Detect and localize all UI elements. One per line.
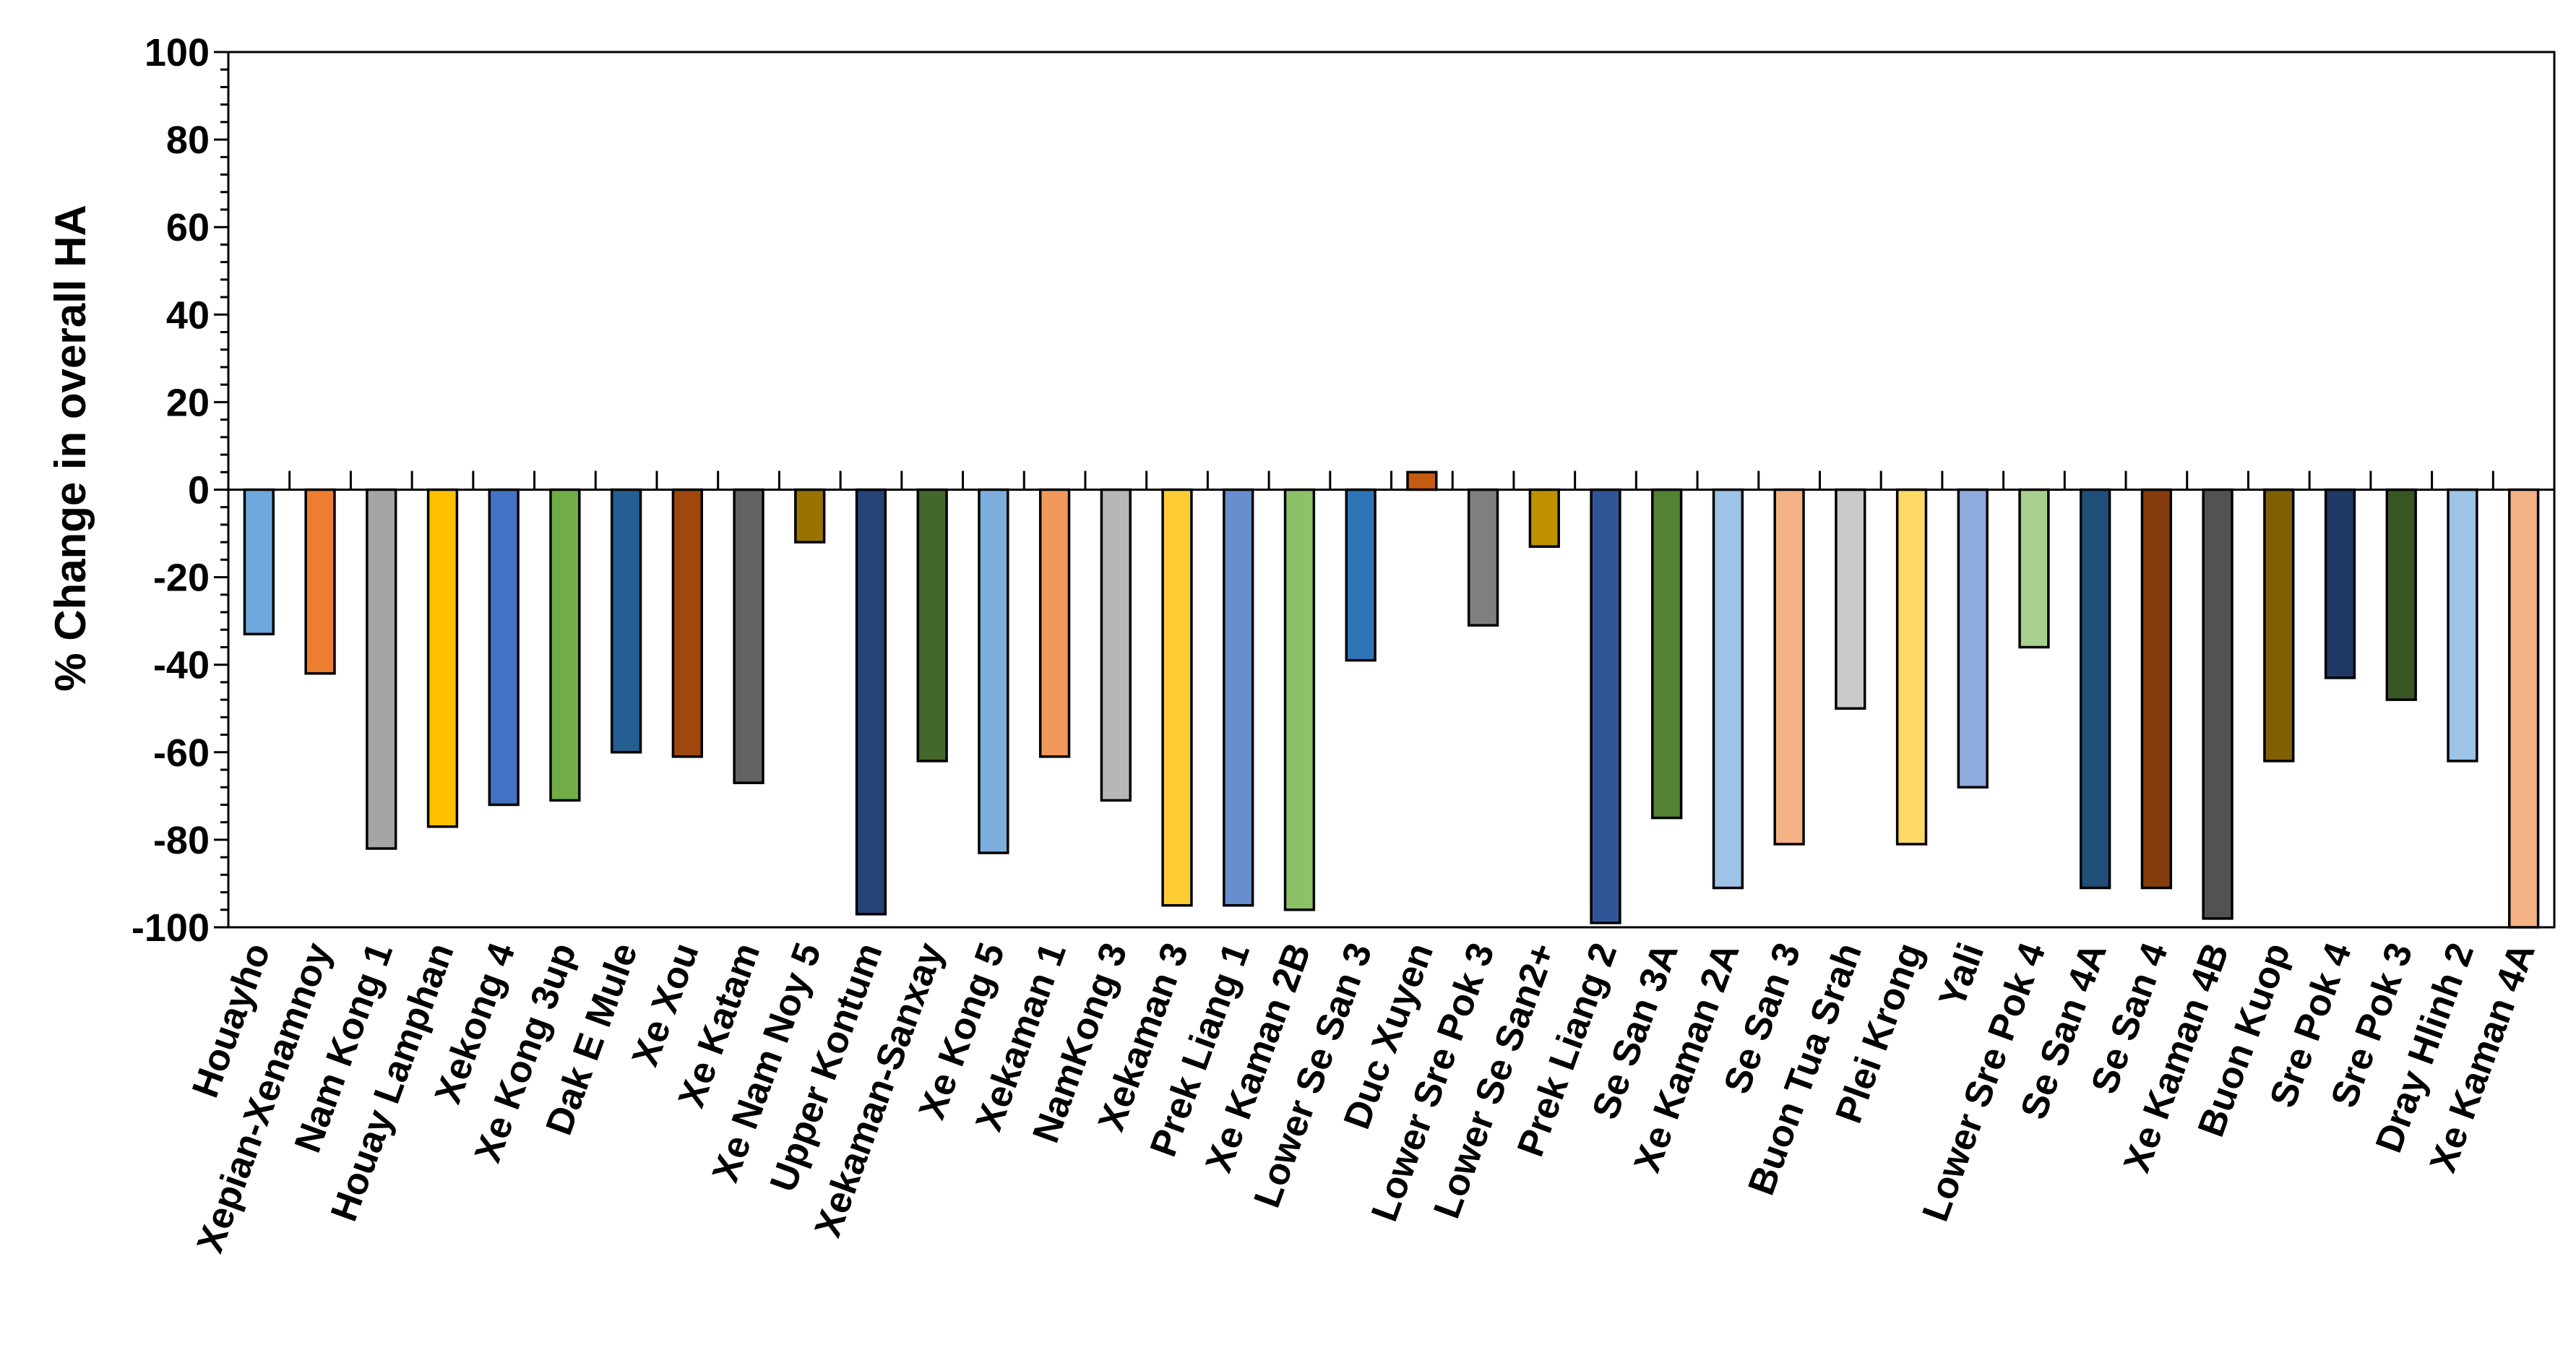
bar-xe-kaman-4b <box>2202 488 2233 920</box>
y-tick-label: -100 <box>132 906 210 950</box>
y-tick-label: 20 <box>166 381 210 424</box>
bar-buon-kuop <box>2263 488 2295 763</box>
bar-sre-pok-4 <box>2324 488 2356 679</box>
bar-xe-kaman-2a <box>1712 488 1744 890</box>
bar-xekong-4 <box>488 488 520 807</box>
y-tick-label: 60 <box>166 206 210 249</box>
bar-nam-kong-1 <box>366 488 397 850</box>
bar-xe-xou <box>671 488 703 758</box>
y-tick-label: -80 <box>153 819 210 862</box>
bar-houayho <box>243 488 275 636</box>
bar-namkong-3 <box>1100 488 1132 802</box>
y-tick-label: -40 <box>153 644 210 687</box>
bar-xepian-xenamnoy <box>304 488 336 675</box>
bar-dak-e-mule <box>610 488 642 754</box>
bar-sre-pok-3 <box>2385 488 2417 701</box>
y-tick-label: 80 <box>166 119 210 162</box>
y-tick-label: 0 <box>188 469 210 512</box>
bar-upper-kontum <box>855 488 887 916</box>
y-tick-label: 40 <box>166 293 210 337</box>
bar-xekaman-1 <box>1038 488 1071 758</box>
category-label: Yali <box>1931 937 1992 1013</box>
bar-xekaman-3 <box>1161 488 1193 907</box>
y-tick-label: -20 <box>153 557 210 600</box>
bar-se-san-4 <box>2140 488 2173 890</box>
x-axis <box>227 471 2556 490</box>
bar-prek-liang-2 <box>1590 488 1621 924</box>
bar-dray-hlinh-2 <box>2447 488 2478 763</box>
bar-se-san-3 <box>1773 488 1805 846</box>
bar-yali <box>1957 488 1989 789</box>
bar-xekaman-sanxay <box>916 488 948 763</box>
bar-xe-nam-noy-5 <box>794 488 826 544</box>
bar-se-san-3a <box>1651 488 1683 820</box>
bar-lower-se-san2- <box>1528 488 1560 548</box>
bar-lower-sre-pok-3 <box>1467 488 1499 627</box>
bar-xe-kaman-4a <box>2507 488 2540 929</box>
bar-xe-katam <box>733 488 764 784</box>
bar-houay-lamphan <box>426 488 459 828</box>
bar-plei-krong <box>1895 488 1928 846</box>
y-axis-title: % Change in overall HA <box>46 205 95 691</box>
y-axis: 100 80 60 40 20 0 -20 -40 -60 -80 -100 <box>132 31 228 950</box>
y-tick-label: -60 <box>153 731 210 775</box>
bar-xe-kaman-2b <box>1283 488 1316 911</box>
bar-duc-xuyen <box>1406 471 1438 491</box>
y-tick-label: 100 <box>145 31 210 74</box>
bar-xe-kong-5 <box>978 488 1009 854</box>
bar-se-san-4a <box>2080 488 2111 890</box>
bar-lower-sre-pok-4 <box>2018 488 2050 649</box>
bar-xe-kong-3up <box>549 488 581 802</box>
bar-lower-se-san-3 <box>1345 488 1377 662</box>
bar-prek-liang-1 <box>1223 488 1254 907</box>
bars <box>243 471 2540 929</box>
bar-buon-tua-srah <box>1835 488 1866 710</box>
